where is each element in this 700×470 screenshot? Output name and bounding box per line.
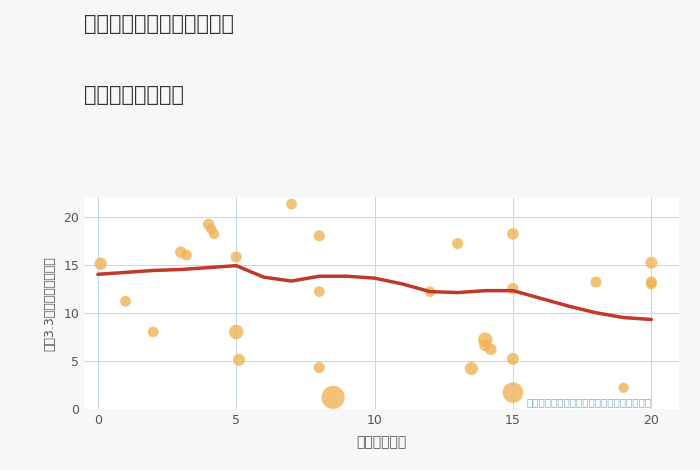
Point — [314, 232, 325, 240]
Point — [314, 288, 325, 295]
Text: 円の大きさは、取引のあった物件面積を示す: 円の大きさは、取引のあった物件面積を示す — [526, 398, 651, 407]
Point — [328, 393, 339, 401]
Point — [590, 278, 601, 286]
Y-axis label: 坪（3.3㎡）単価（万円）: 坪（3.3㎡）単価（万円） — [43, 256, 56, 351]
Point — [209, 230, 220, 238]
Text: 兵庫県豊岡市出石町片間の: 兵庫県豊岡市出石町片間の — [84, 14, 234, 34]
Point — [230, 253, 241, 261]
Point — [645, 259, 657, 266]
Point — [230, 328, 241, 336]
Point — [508, 389, 519, 396]
Point — [286, 200, 297, 208]
Point — [508, 285, 519, 292]
Point — [148, 328, 159, 336]
Point — [480, 336, 491, 344]
Point — [206, 226, 217, 233]
Point — [466, 365, 477, 372]
Point — [452, 240, 463, 247]
Point — [480, 342, 491, 349]
Point — [181, 251, 192, 259]
Point — [95, 260, 106, 267]
Point — [485, 345, 496, 353]
Point — [175, 249, 186, 256]
X-axis label: 駅距離（分）: 駅距離（分） — [356, 435, 407, 449]
Point — [203, 220, 214, 228]
Point — [120, 298, 131, 305]
Point — [645, 278, 657, 286]
Point — [314, 364, 325, 371]
Point — [508, 230, 519, 238]
Point — [508, 355, 519, 363]
Text: 駅距離別土地価格: 駅距離別土地価格 — [84, 85, 184, 105]
Point — [645, 280, 657, 288]
Point — [233, 356, 244, 364]
Point — [424, 288, 435, 295]
Point — [618, 384, 629, 392]
